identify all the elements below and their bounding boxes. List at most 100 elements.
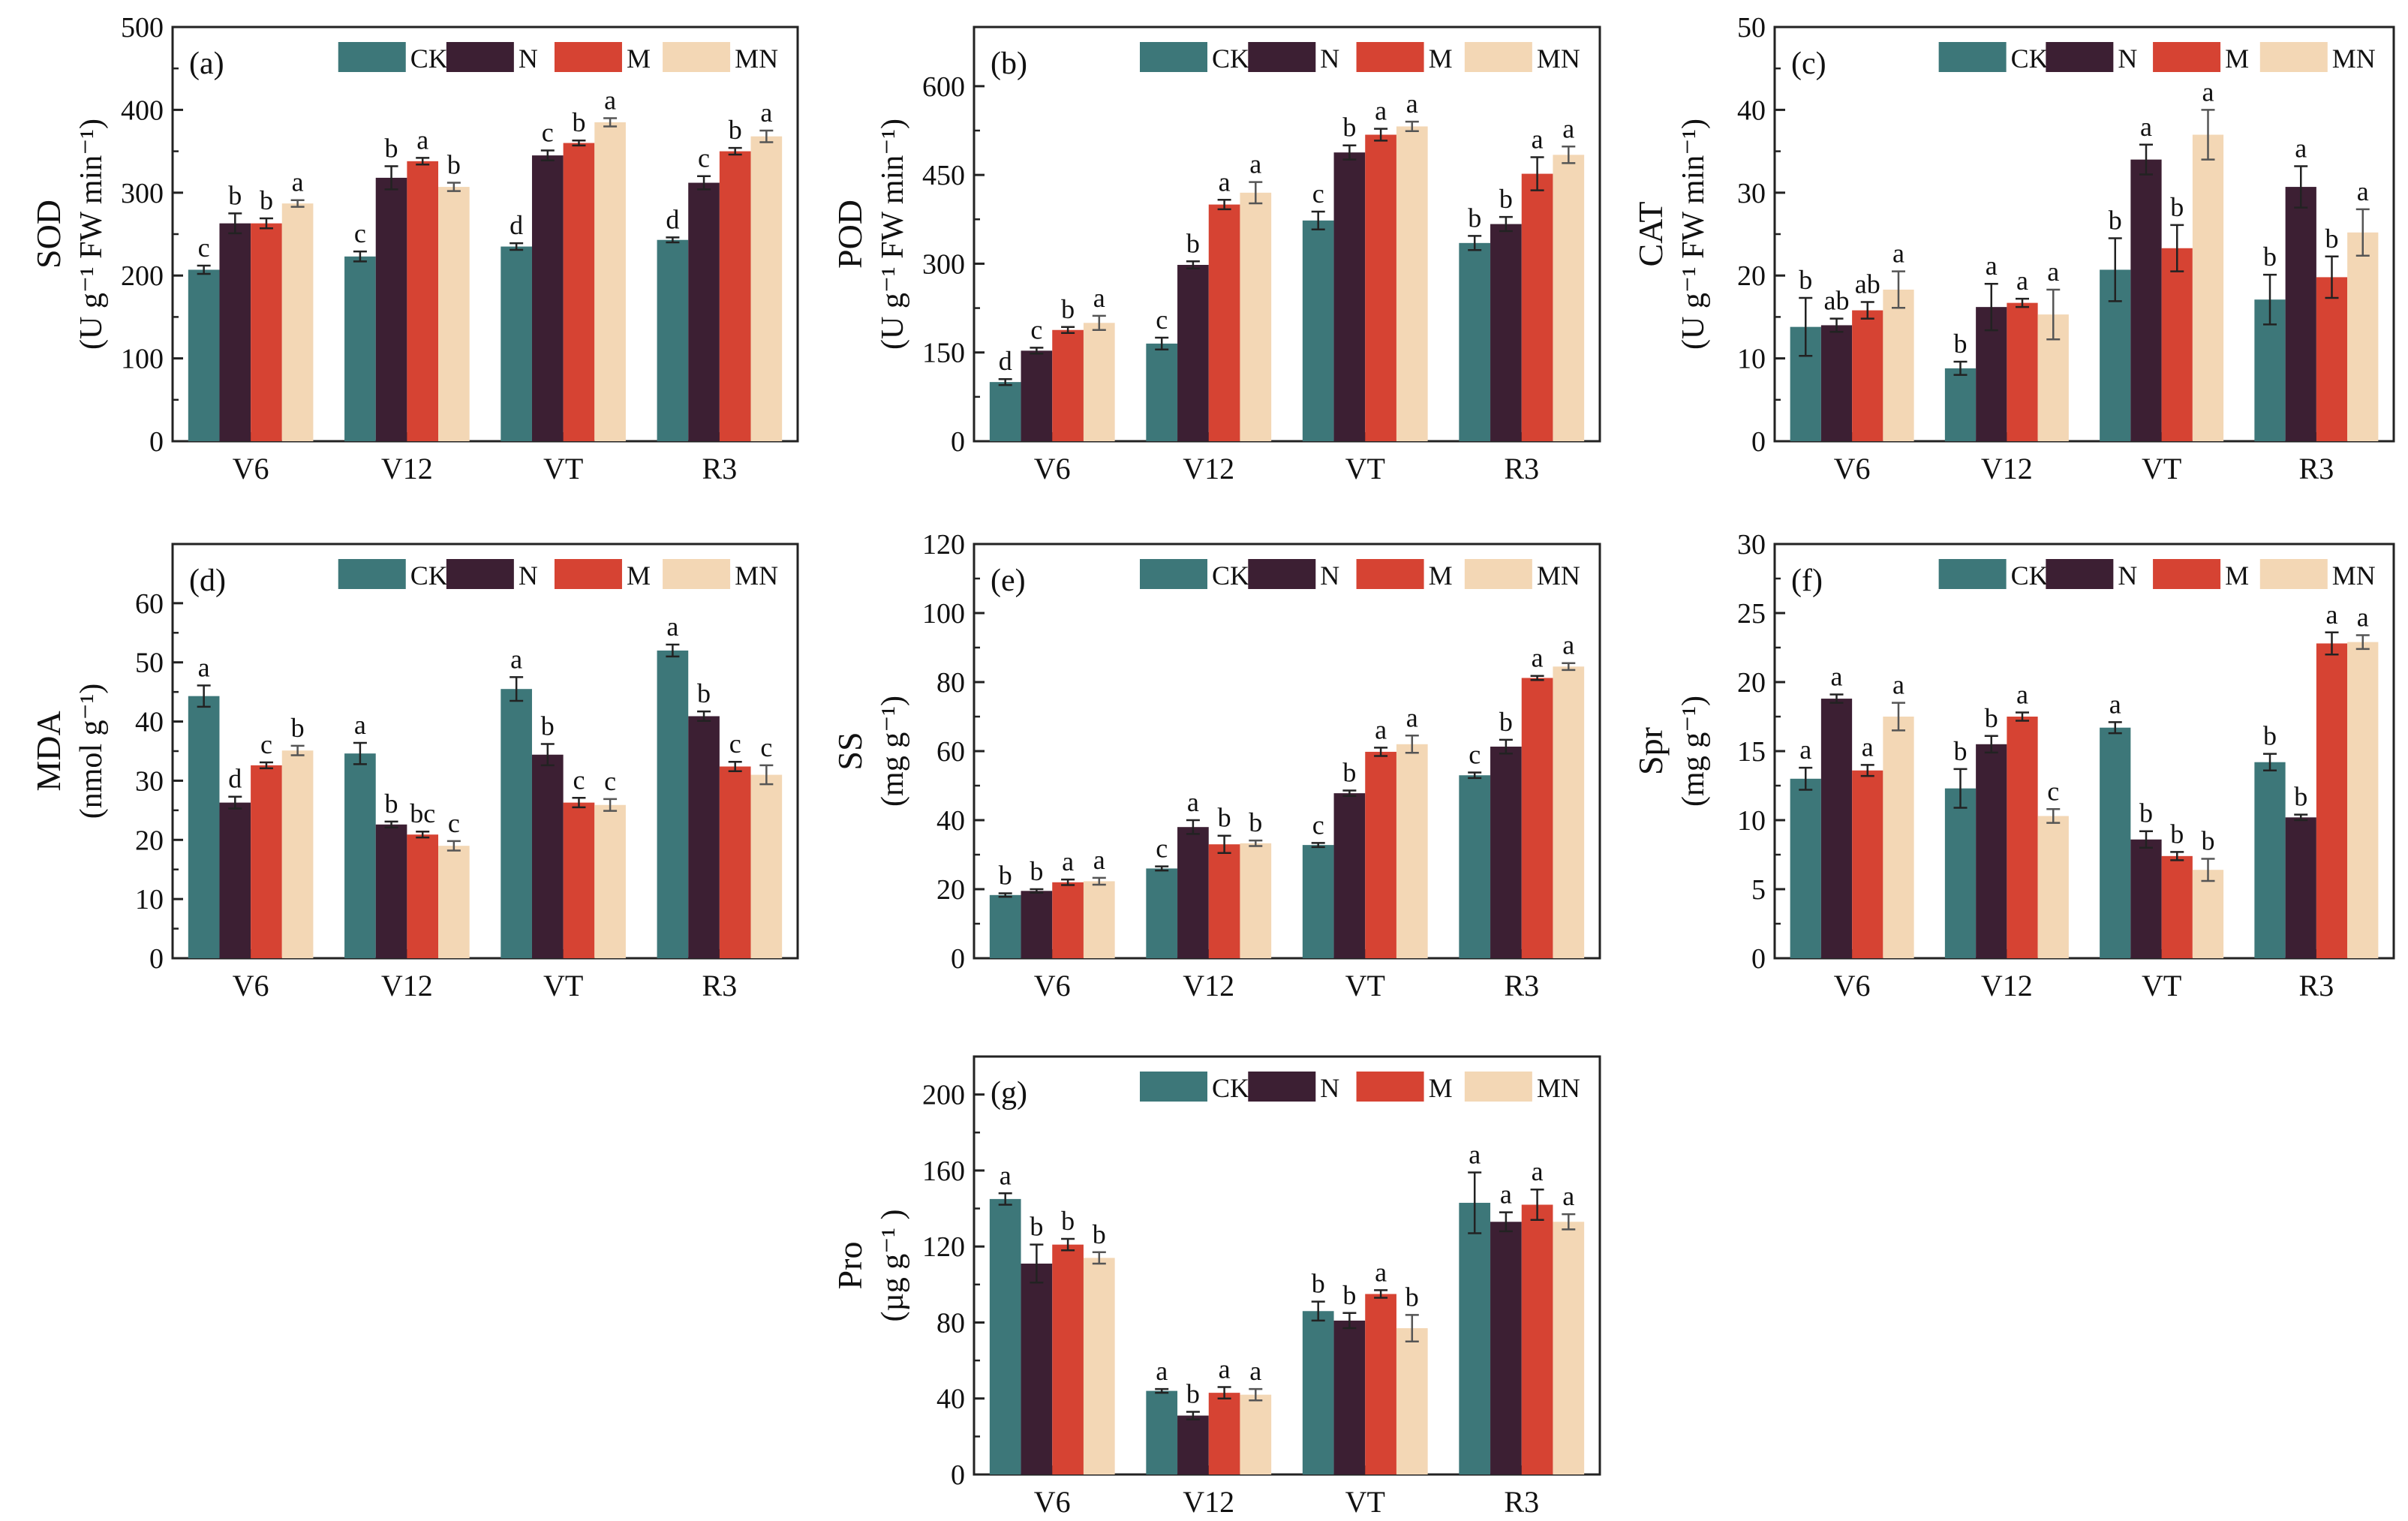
bar-n-v12 — [375, 177, 407, 442]
bar-n-r3 — [2285, 187, 2316, 441]
bar-mn-r3 — [1553, 155, 1585, 441]
bar-m-v6 — [1852, 310, 1883, 441]
bar-ck-r3 — [2254, 762, 2286, 958]
significance-letter: d — [510, 210, 523, 240]
legend-label-mn: MN — [1537, 44, 1580, 74]
bar-n-v12 — [375, 824, 407, 958]
bar-ck-v12 — [344, 753, 376, 958]
legend-label-m: M — [1429, 561, 1453, 591]
bar-mn-vt — [2192, 134, 2224, 441]
significance-letter: b — [1249, 807, 1262, 837]
bar-m-vt — [1365, 751, 1396, 958]
legend-swatch-m — [554, 559, 622, 589]
bar-ck-r3 — [1459, 775, 1491, 958]
panel-label: (g) — [991, 1076, 1027, 1111]
bar-n-v6 — [1021, 1263, 1053, 1474]
y-axis-label: SS — [831, 732, 869, 770]
significance-letter: c — [354, 218, 366, 248]
y-tick-label: 500 — [121, 12, 164, 44]
bar-mn-v12 — [1240, 192, 1272, 441]
bar-n-vt — [1333, 1320, 1366, 1474]
x-tick-label: VT — [1345, 1485, 1385, 1519]
significance-letter: a — [1093, 845, 1105, 875]
x-tick-label: VT — [1345, 452, 1385, 485]
significance-letter: a — [1000, 1160, 1012, 1190]
y-tick-label: 120 — [922, 1231, 965, 1263]
significance-letter: b — [291, 713, 305, 743]
legend-swatch-ck — [1938, 559, 2007, 589]
bar-n-vt — [2130, 839, 2162, 958]
significance-letter: b — [1499, 707, 1513, 737]
bar-ck-v6 — [989, 894, 1021, 958]
bar-n-v12 — [1177, 1415, 1209, 1474]
significance-letter: b — [2202, 826, 2215, 856]
legend-swatch-m — [2153, 42, 2221, 72]
significance-letter: a — [1892, 670, 1904, 700]
significance-letter: b — [1342, 757, 1356, 787]
panel-label: (f) — [1791, 564, 1823, 598]
chart-panel-a: 0 100 200 300 400 500 SOD (U g⁻¹ FW min⁻¹) (a) CK… — [29, 12, 799, 485]
y-axis-unit: (nmol g⁻¹) — [74, 684, 109, 819]
x-tick-label: VT — [2142, 969, 2181, 1002]
x-tick-label: V6 — [1834, 452, 1871, 485]
bar-mn-r3 — [2347, 642, 2379, 958]
legend-swatch-mn — [1464, 42, 1532, 72]
y-tick-label: 450 — [922, 160, 965, 191]
significance-letter: a — [354, 710, 366, 740]
significance-letter: b — [1093, 1219, 1106, 1249]
y-tick-label: 0 — [149, 426, 164, 458]
bar-n-r3 — [688, 716, 720, 958]
significance-letter: b — [1061, 294, 1075, 324]
legend-swatch-m — [2153, 559, 2221, 589]
significance-letter: b — [2170, 192, 2184, 222]
legend-label-mn: MN — [735, 44, 778, 74]
bar-n-vt — [531, 754, 564, 958]
significance-letter: b — [999, 861, 1012, 891]
significance-letter: a — [1562, 113, 1574, 143]
significance-letter: a — [1532, 643, 1544, 673]
bar-mn-vt — [2192, 870, 2224, 958]
bar-m-v12 — [2007, 302, 2038, 441]
y-tick-label: 5 — [1751, 874, 1766, 906]
legend-label-m: M — [2225, 561, 2249, 591]
y-tick-label: 20 — [1737, 667, 1766, 699]
legend-label-m: M — [1429, 1073, 1453, 1103]
x-tick-label: V6 — [1834, 969, 1871, 1002]
significance-letter: a — [1532, 1156, 1544, 1186]
significance-letter: c — [542, 117, 554, 147]
legend-label-mn: MN — [2332, 561, 2376, 591]
y-tick-label: 60 — [936, 736, 965, 768]
significance-letter: a — [604, 85, 616, 115]
legend-label-n: N — [519, 561, 538, 591]
y-axis-label: Pro — [831, 1242, 869, 1290]
significance-letter: a — [2295, 133, 2307, 163]
significance-letter: a — [666, 612, 678, 642]
significance-letter: a — [1892, 239, 1904, 269]
x-tick-label: V6 — [1034, 1485, 1071, 1519]
x-tick-label: R3 — [1504, 452, 1539, 485]
y-tick-label: 30 — [1737, 529, 1766, 561]
significance-letter: c — [198, 233, 210, 263]
panel-label: (c) — [1791, 47, 1826, 81]
legend-label-mn: MN — [1537, 1073, 1580, 1103]
legend-label-m: M — [2225, 44, 2249, 74]
significance-letter: c — [698, 143, 710, 173]
significance-letter: c — [1156, 834, 1168, 864]
significance-letter: a — [2202, 77, 2214, 107]
bar-mn-r3 — [2347, 232, 2379, 441]
x-tick-label: V12 — [1183, 452, 1234, 485]
bar-n-v6 — [1820, 699, 1853, 958]
significance-letter: a — [1500, 1180, 1512, 1210]
significance-letter: a — [760, 98, 772, 128]
significance-letter: a — [1375, 714, 1387, 744]
significance-letter: a — [1375, 96, 1387, 126]
significance-letter: a — [1532, 124, 1544, 154]
significance-letter: a — [1562, 630, 1574, 660]
legend-label-ck: CK — [1212, 1073, 1249, 1103]
bar-mn-r3 — [750, 774, 783, 958]
significance-letter: b — [1799, 265, 1812, 295]
legend-swatch-n — [1248, 42, 1316, 72]
significance-letter: b — [1985, 703, 1998, 733]
y-tick-label: 0 — [951, 1459, 965, 1491]
significance-letter: b — [2170, 819, 2184, 849]
